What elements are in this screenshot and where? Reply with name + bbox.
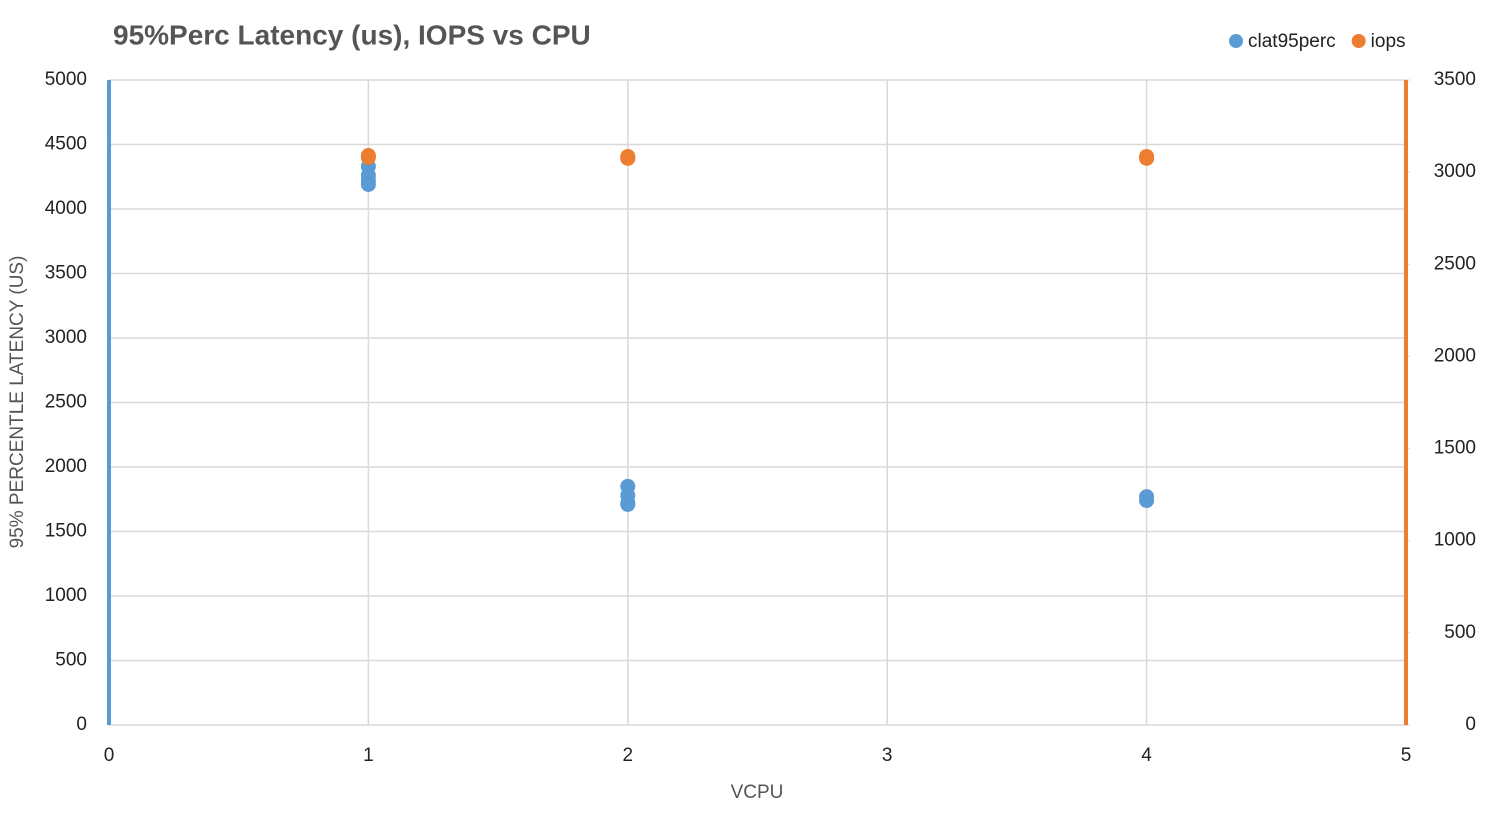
x-tick-label: 0 <box>104 745 115 766</box>
y2-tick-label: 3000 <box>1434 161 1476 182</box>
x-axis-label: VCPU <box>731 782 784 803</box>
y-axis-label: 95% PERCENTLE LATENCY (US) <box>7 256 28 549</box>
y-tick-label: 5000 <box>45 69 87 90</box>
x-tick-label: 5 <box>1401 745 1412 766</box>
y-tick-label: 2000 <box>45 456 87 477</box>
legend-label: iops <box>1371 31 1406 52</box>
point <box>620 148 636 164</box>
x-tick-label: 4 <box>1141 745 1152 766</box>
x-tick-label: 2 <box>623 745 634 766</box>
y-tick-label: 1000 <box>45 585 87 606</box>
y-tick-label: 2500 <box>45 392 87 413</box>
y2-tick-label: 1000 <box>1434 530 1476 551</box>
x-tick-label: 3 <box>882 745 893 766</box>
point <box>360 148 376 164</box>
y-tick-label: 4000 <box>45 198 87 219</box>
legend-marker <box>1229 34 1243 48</box>
point <box>1139 148 1155 164</box>
y2-tick-label: 1500 <box>1434 438 1476 459</box>
y2-tick-label: 2500 <box>1434 253 1476 274</box>
chart-title: 95%Perc Latency (us), IOPS vs CPU <box>113 19 591 50</box>
y-tick-label: 0 <box>76 714 87 735</box>
point <box>1139 493 1155 509</box>
y2-tick-label: 0 <box>1465 714 1476 735</box>
x-tick-label: 1 <box>363 745 374 766</box>
y2-tick-label: 2000 <box>1434 345 1476 366</box>
y-tick-label: 500 <box>55 650 87 671</box>
legend-marker <box>1351 34 1366 48</box>
y-tick-label: 3000 <box>45 327 87 348</box>
y-tick-label: 3500 <box>45 263 87 284</box>
y2-tick-label: 500 <box>1444 622 1476 643</box>
legend-label: clat95perc <box>1248 31 1336 52</box>
y-tick-label: 1500 <box>45 521 87 542</box>
point <box>620 496 636 512</box>
y2-tick-label: 3500 <box>1434 69 1476 90</box>
y-tick-label: 4500 <box>45 134 87 155</box>
